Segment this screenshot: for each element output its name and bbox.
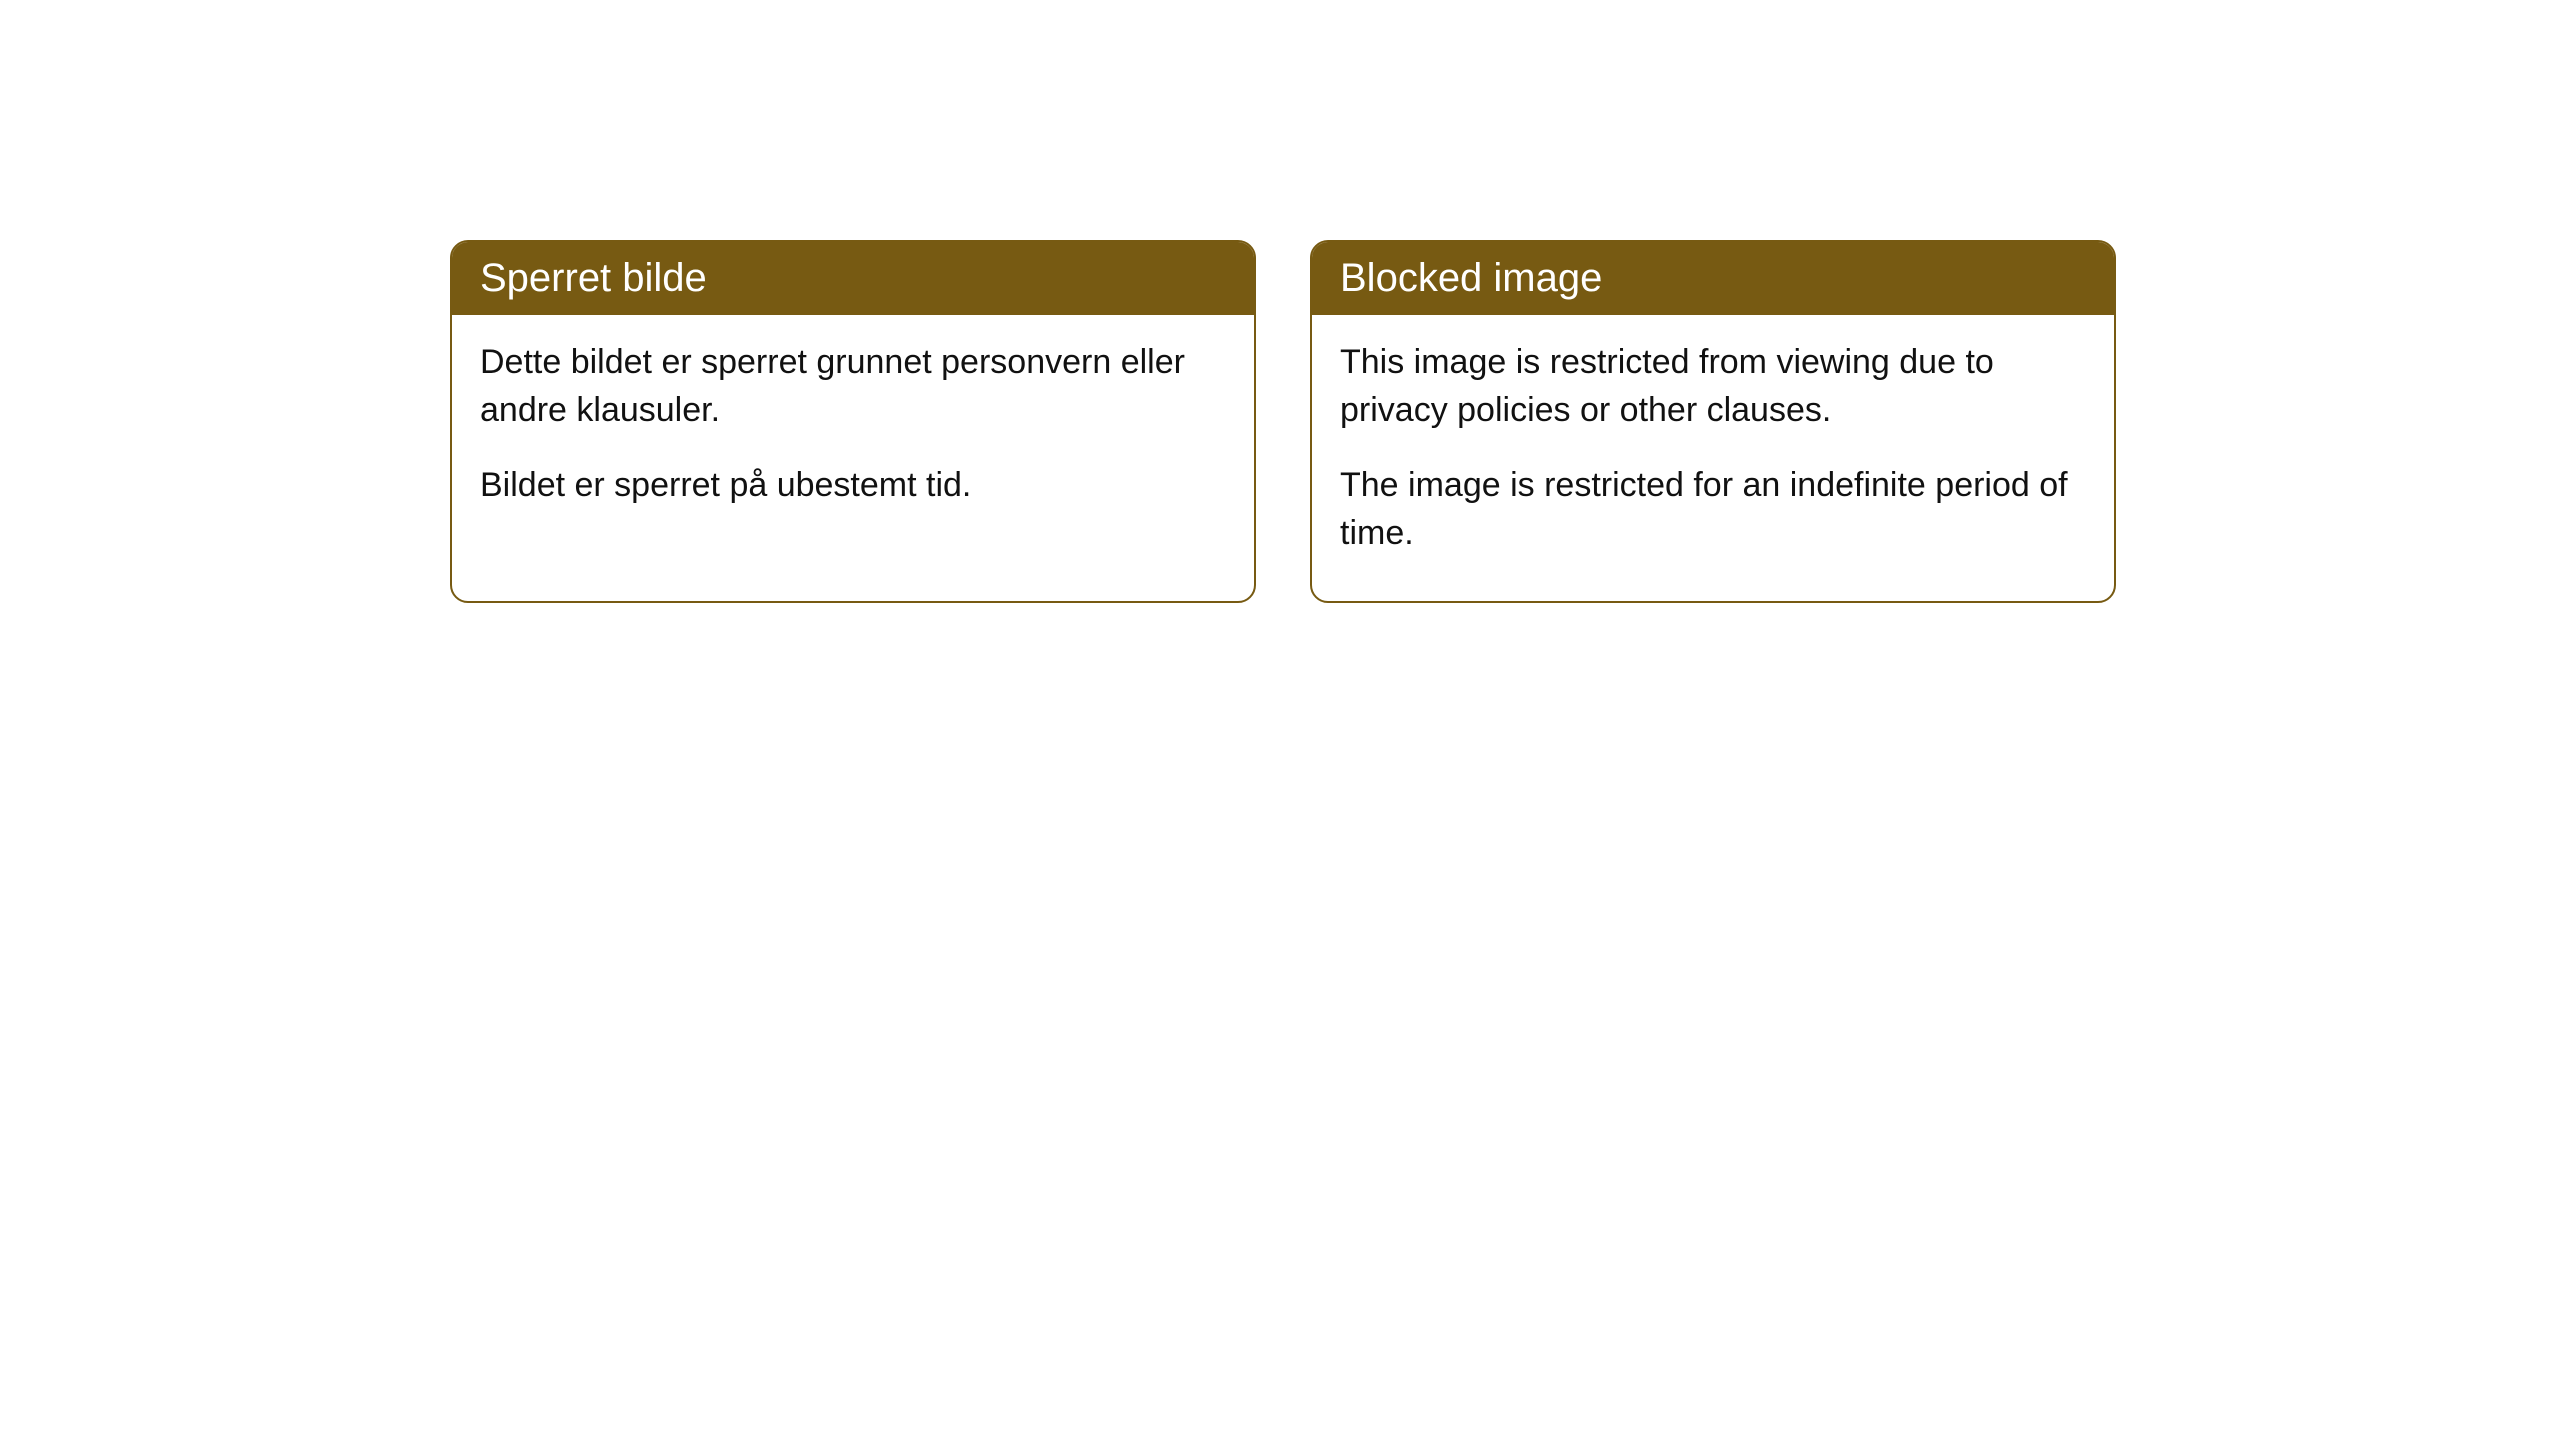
card-paragraph: This image is restricted from viewing du… — [1340, 339, 2086, 434]
card-body: This image is restricted from viewing du… — [1312, 315, 2114, 601]
card-title: Blocked image — [1340, 256, 1602, 300]
card-paragraph: The image is restricted for an indefinit… — [1340, 462, 2086, 557]
card-header: Sperret bilde — [452, 242, 1254, 315]
card-paragraph: Dette bildet er sperret grunnet personve… — [480, 339, 1226, 434]
card-header: Blocked image — [1312, 242, 2114, 315]
card-title: Sperret bilde — [480, 256, 707, 300]
blocked-image-card-norwegian: Sperret bilde Dette bildet er sperret gr… — [450, 240, 1256, 603]
notice-cards-container: Sperret bilde Dette bildet er sperret gr… — [450, 240, 2116, 603]
card-body: Dette bildet er sperret grunnet personve… — [452, 315, 1254, 554]
card-paragraph: Bildet er sperret på ubestemt tid. — [480, 462, 1226, 510]
blocked-image-card-english: Blocked image This image is restricted f… — [1310, 240, 2116, 603]
